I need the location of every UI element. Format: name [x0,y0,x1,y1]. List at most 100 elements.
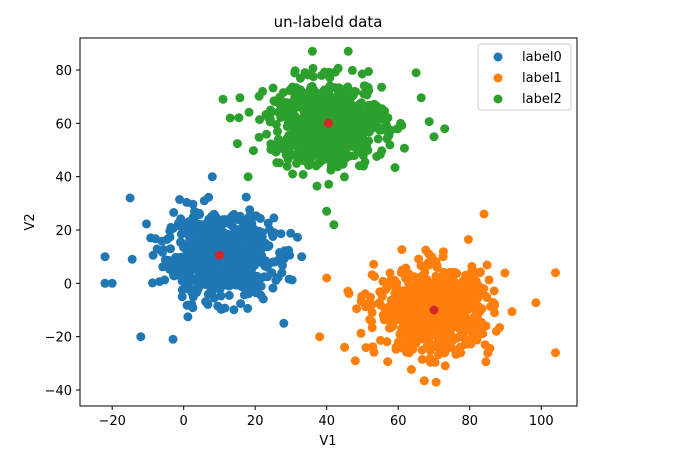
point-label0 [107,278,117,288]
point-label1 [461,335,471,344]
point-label2 [299,118,309,127]
centroid-point [429,305,439,315]
point-label0 [229,305,239,315]
point-label1 [315,332,325,342]
point-label0 [223,241,233,251]
point-label1 [399,268,409,278]
point-label2 [303,70,313,80]
legend-label-label0: label0 [522,50,562,65]
point-label0 [199,196,209,206]
y-tick-label: −40 [45,384,72,399]
point-label1 [382,282,392,292]
point-label2 [333,63,343,73]
point-label2 [332,155,342,165]
point-label0 [136,332,146,342]
point-label1 [356,296,366,306]
point-label0 [203,289,213,299]
point-label0 [287,275,297,285]
centroid-layer [214,118,439,315]
point-label1 [417,354,427,364]
point-label0 [188,303,198,313]
legend: label0 label1 label2 [477,43,572,111]
point-label1 [480,340,490,350]
point-label0 [127,254,137,264]
point-label0 [297,252,307,262]
point-label0 [142,219,151,229]
point-label2 [335,130,345,140]
point-label2 [368,115,378,125]
point-label1 [473,330,483,340]
point-label0 [224,290,234,300]
point-label2 [266,105,275,115]
point-label0 [125,193,135,203]
y-tick-label: 20 [55,224,72,239]
point-label0 [261,256,271,266]
x-tick-label: 80 [461,414,478,429]
point-label2 [225,113,235,123]
point-label1 [377,289,386,299]
legend-box [477,43,572,111]
point-label1 [479,209,489,219]
point-label0 [279,318,289,328]
point-label0 [189,214,199,224]
point-label1 [481,321,491,331]
point-label1 [365,315,375,324]
point-label1 [420,328,430,338]
point-label0 [271,275,281,285]
point-label2 [380,106,390,116]
point-label2 [325,73,335,83]
point-label2 [288,169,298,179]
point-label1 [367,308,377,317]
point-label2 [313,110,323,120]
point-label2 [359,81,369,91]
point-label0 [188,199,198,209]
point-label1 [369,259,379,269]
point-label0 [180,259,190,269]
point-label0 [159,245,169,255]
point-label0 [242,217,251,227]
point-label1 [451,349,461,359]
point-label1 [455,342,465,352]
point-label1 [459,321,469,330]
point-label1 [429,319,438,329]
x-tick-label: 60 [390,414,407,429]
point-label0 [241,192,251,202]
point-label0 [224,256,234,266]
point-label0 [169,208,179,217]
point-label2 [341,154,351,163]
point-label0 [168,256,178,266]
point-label1 [411,338,421,348]
point-label0 [285,250,295,260]
point-label2 [288,105,298,115]
point-label1 [322,273,332,283]
point-label2 [303,94,313,104]
point-label0 [230,233,240,243]
point-label2 [345,127,355,137]
point-label1 [458,276,468,286]
point-label2 [369,99,379,109]
point-label0 [220,303,230,313]
point-label1 [391,311,400,321]
legend-marker-label2 [493,94,503,104]
point-label0 [152,244,162,254]
point-label0 [269,213,279,223]
point-label1 [438,283,448,293]
series-label1 [315,209,560,387]
point-label1 [463,300,473,310]
point-label2 [349,151,359,161]
point-label1 [440,348,450,358]
point-label0 [206,223,216,233]
legend-marker-label0 [493,52,503,62]
point-label0 [207,212,216,222]
point-label2 [390,163,400,173]
point-label1 [410,320,419,329]
point-label1 [444,296,454,305]
x-tick-label: 40 [318,414,335,429]
point-label0 [165,264,175,274]
point-label1 [350,356,360,366]
point-label1 [440,361,450,371]
point-label0 [251,288,261,298]
point-label2 [268,83,278,93]
y-axis: −40 −20 0 20 40 60 80 [45,64,80,399]
point-label1 [394,337,403,347]
